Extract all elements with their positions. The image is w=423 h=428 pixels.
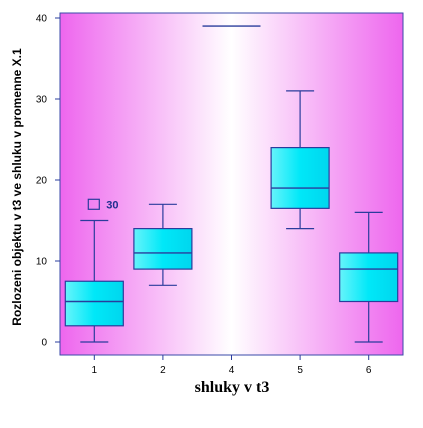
boxes-layer: 30 bbox=[64, 25, 399, 343]
y-tick-label: 40 bbox=[36, 14, 48, 25]
iqr-box bbox=[64, 280, 124, 327]
iqr-box bbox=[270, 147, 330, 209]
iqr-box bbox=[133, 228, 193, 270]
box-group-6 bbox=[339, 211, 399, 343]
x-tick-label: 6 bbox=[366, 365, 372, 376]
x-axis-title: shluky v t3 bbox=[195, 379, 270, 396]
box-group-1: 30 bbox=[64, 198, 124, 343]
x-tick-label: 5 bbox=[297, 365, 303, 376]
y-tick-label: 10 bbox=[36, 257, 48, 268]
x-tick-label: 4 bbox=[229, 365, 235, 376]
y-tick-label: 20 bbox=[36, 176, 48, 187]
iqr-box bbox=[339, 252, 399, 303]
x-tick-label: 2 bbox=[160, 365, 166, 376]
y-tick-label: 30 bbox=[36, 95, 48, 106]
box-group-5 bbox=[270, 90, 330, 230]
outlier-marker bbox=[87, 198, 100, 210]
outlier-label: 30 bbox=[106, 199, 118, 211]
box-group-2 bbox=[133, 203, 193, 286]
x-axis: 1 2 4 5 6 bbox=[92, 355, 372, 376]
y-axis-title: Rozlozeni objektu v t3 ve shluku v prome… bbox=[10, 48, 24, 326]
y-tick-label: 0 bbox=[41, 338, 47, 349]
x-tick-label: 1 bbox=[92, 365, 98, 376]
y-axis: 0 10 20 30 40 bbox=[36, 14, 60, 349]
